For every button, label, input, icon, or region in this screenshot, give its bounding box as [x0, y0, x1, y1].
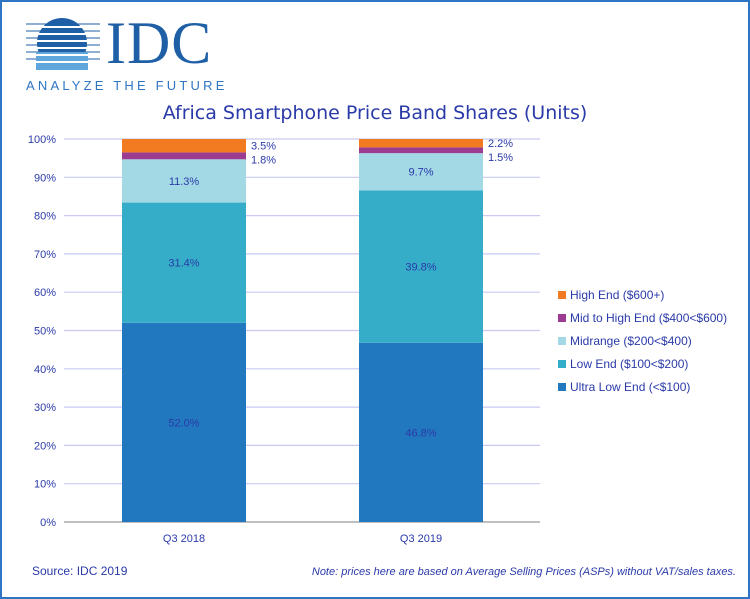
y-tick-label: 30% [34, 402, 56, 414]
legend-label: Ultra Low End (<$100) [570, 380, 691, 394]
data-label: 2.2% [488, 138, 513, 150]
legend-item: Midrange ($200<$400) [558, 334, 692, 348]
x-tick-label: Q3 2019 [400, 533, 442, 545]
legend-label: Low End ($100<$200) [570, 357, 689, 371]
y-tick-label: 100% [28, 134, 56, 146]
idc-logo-icon [26, 18, 100, 70]
chart-title: Africa Smartphone Price Band Shares (Uni… [162, 102, 588, 124]
data-label: 39.8% [405, 262, 436, 274]
data-label: 31.4% [168, 258, 199, 270]
bar-segment [359, 342, 483, 522]
legend-item: Low End ($100<$200) [558, 357, 688, 371]
legend-swatch [558, 360, 566, 368]
legend-swatch [558, 383, 566, 391]
logo-text: IDC [106, 10, 213, 76]
y-tick-label: 0% [40, 517, 56, 529]
data-label: 46.8% [405, 427, 436, 439]
tagline: ANALYZE THE FUTURE [26, 78, 228, 93]
data-label: 11.3% [169, 176, 200, 188]
bar-segment [359, 190, 483, 343]
bar-segment [359, 153, 483, 191]
y-tick-label: 40% [34, 364, 56, 376]
bar-segment [359, 139, 483, 148]
source-text: Source: IDC 2019 [32, 564, 128, 578]
data-label: 9.7% [408, 167, 433, 179]
y-tick-label: 60% [34, 287, 56, 299]
bar-segment [122, 202, 246, 323]
bar-segment [122, 159, 246, 203]
legend-label: Midrange ($200<$400) [570, 334, 692, 348]
data-label: 52.0% [168, 417, 199, 429]
legend-item: Ultra Low End (<$100) [558, 380, 690, 394]
y-tick-label: 80% [34, 211, 56, 223]
bar-segment [122, 152, 246, 160]
legend-label: Mid to High End ($400<$600) [570, 311, 728, 325]
x-tick-label: Q3 2018 [163, 533, 205, 545]
legend-item: High End ($600+) [558, 288, 664, 302]
data-label: 3.5% [251, 141, 276, 153]
legend-swatch [558, 291, 566, 299]
data-label: 1.8% [251, 155, 276, 167]
y-tick-label: 20% [34, 440, 56, 452]
y-tick-label: 70% [34, 249, 56, 261]
legend-label: High End ($600+) [570, 288, 665, 302]
note-text: Note: prices here are based on Average S… [311, 566, 736, 578]
y-tick-label: 10% [34, 479, 56, 491]
data-label: 1.5% [488, 152, 513, 164]
legend-swatch [558, 314, 566, 322]
bar-segment [122, 322, 246, 522]
legend-item: Mid to High End ($400<$600) [558, 311, 727, 325]
bar-segment [359, 147, 483, 154]
bar-segment [122, 139, 246, 153]
legend-swatch [558, 337, 566, 345]
y-tick-label: 90% [34, 172, 56, 184]
y-tick-label: 50% [34, 326, 56, 338]
